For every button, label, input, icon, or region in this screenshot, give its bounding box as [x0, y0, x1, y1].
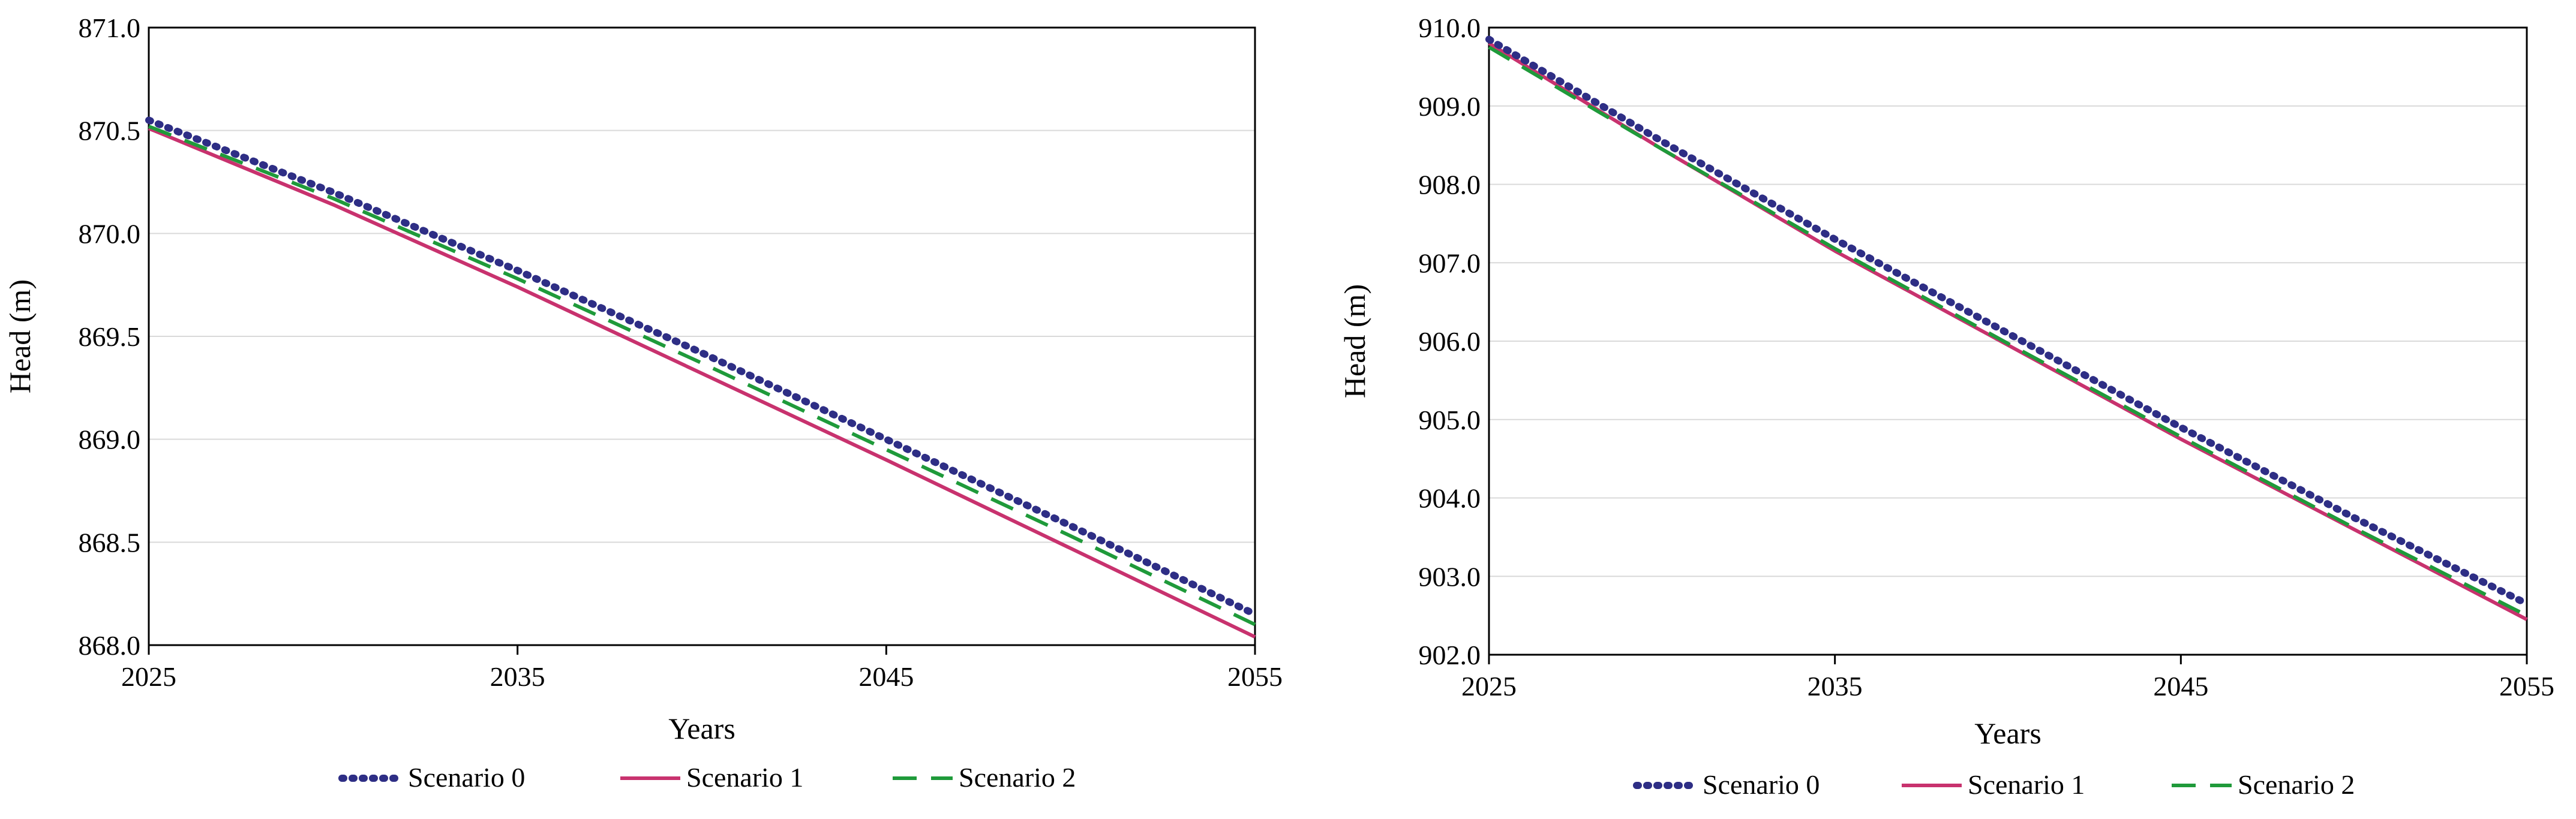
x-tick-label: 2025 [1461, 671, 1517, 701]
x-tick-label: 2045 [858, 661, 914, 692]
y-tick-label: 868.0 [79, 630, 141, 661]
y-tick-label: 907.0 [1419, 248, 1481, 278]
y-tick-label: 871.0 [79, 13, 141, 43]
legend: Scenario 0 Scenario 1 Scenario 2 [338, 762, 1076, 793]
y-tick-label: 869.5 [79, 321, 141, 352]
series-line-scenario-2 [148, 125, 1256, 627]
y-tick-label: 909.0 [1419, 91, 1481, 122]
series-line-scenario-2 [1488, 46, 2528, 618]
legend: Scenario 0 Scenario 1 Scenario 2 [1633, 769, 2355, 800]
chart-panel-2: 902.0 903.0 904.0 905.0 906.0 907.0 908.0 909.0… [1338, 13, 2554, 800]
x-tick-label: 2035 [490, 661, 545, 692]
legend-label-scenario-2: Scenario 2 [959, 762, 1076, 793]
y-axis-title: Head (m) [3, 279, 37, 393]
chart-panel-1: 868.0 868.5 869.0 869.5 870.0 870.5 871.0 2025 2… [3, 13, 1283, 793]
legend-label-scenario-0: Scenario 0 [408, 762, 525, 793]
x-tick-label: 2045 [2153, 671, 2208, 701]
y-tick-label: 908.0 [1419, 170, 1481, 200]
x-axis-title: Years [668, 712, 735, 745]
x-axis-title: Years [1974, 716, 2041, 750]
y-tick-label: 902.0 [1419, 640, 1481, 670]
legend-label-scenario-1: Scenario 1 [686, 762, 803, 793]
x-tick-label: 2035 [1808, 671, 1863, 701]
y-tick-label: 868.5 [79, 527, 141, 558]
y-tick-label: 869.0 [79, 424, 141, 455]
y-tick-label: 904.0 [1419, 483, 1481, 514]
series-line-scenario-1 [148, 127, 1256, 639]
y-axis-title: Head (m) [1338, 284, 1371, 398]
y-tick-label: 905.0 [1419, 405, 1481, 435]
plot-area-frame [148, 26, 1256, 646]
legend-label-scenario-0: Scenario 0 [1703, 769, 1820, 800]
y-tick-label: 910.0 [1419, 13, 1481, 43]
plot-area-frame [1488, 26, 2528, 656]
y-tick-label: 903.0 [1419, 561, 1481, 592]
x-tick-label: 2055 [1227, 661, 1283, 692]
legend-label-scenario-1: Scenario 1 [1968, 769, 2085, 800]
series-line-scenario-0 [1485, 35, 2530, 607]
legend-label-scenario-2: Scenario 2 [2238, 769, 2355, 800]
y-tick-label: 870.5 [79, 116, 141, 146]
y-tick-label: 870.0 [79, 218, 141, 249]
series-line-scenario-0 [145, 116, 1259, 618]
y-tick-label: 906.0 [1419, 326, 1481, 357]
x-tick-label: 2025 [121, 661, 176, 692]
x-tick-label: 2055 [2499, 671, 2554, 701]
